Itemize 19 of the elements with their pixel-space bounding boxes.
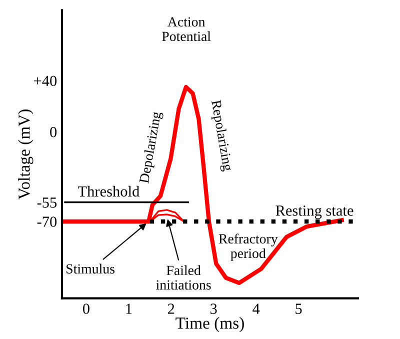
x-tick-label: 2 — [168, 304, 174, 314]
annotation: Refractory period — [218, 234, 278, 261]
x-tick-label: 1 — [126, 304, 132, 314]
y-tick-label: -55 — [37, 198, 57, 208]
annotation: Action Potential — [162, 17, 211, 42]
annotation: Repolarizing — [208, 100, 234, 172]
series-label: Threshold — [78, 186, 140, 197]
annotation: Stimulus — [66, 264, 114, 274]
x-tick-label: 5 — [296, 304, 302, 314]
x-tick-label: 3 — [210, 304, 217, 314]
series-label: Resting state — [276, 206, 354, 219]
x-tick-label: 0 — [82, 304, 90, 314]
x-tick-label: 4 — [252, 304, 260, 314]
y-axis-title: Voltage (mV) — [18, 110, 34, 200]
y-tick-label: -70 — [37, 216, 57, 227]
y-tick-label: 0 — [50, 126, 57, 138]
x-axis-title: Time (ms) — [176, 317, 244, 332]
annotation: Failed initiations — [156, 265, 211, 290]
y-tick-label: +40 — [34, 76, 57, 86]
